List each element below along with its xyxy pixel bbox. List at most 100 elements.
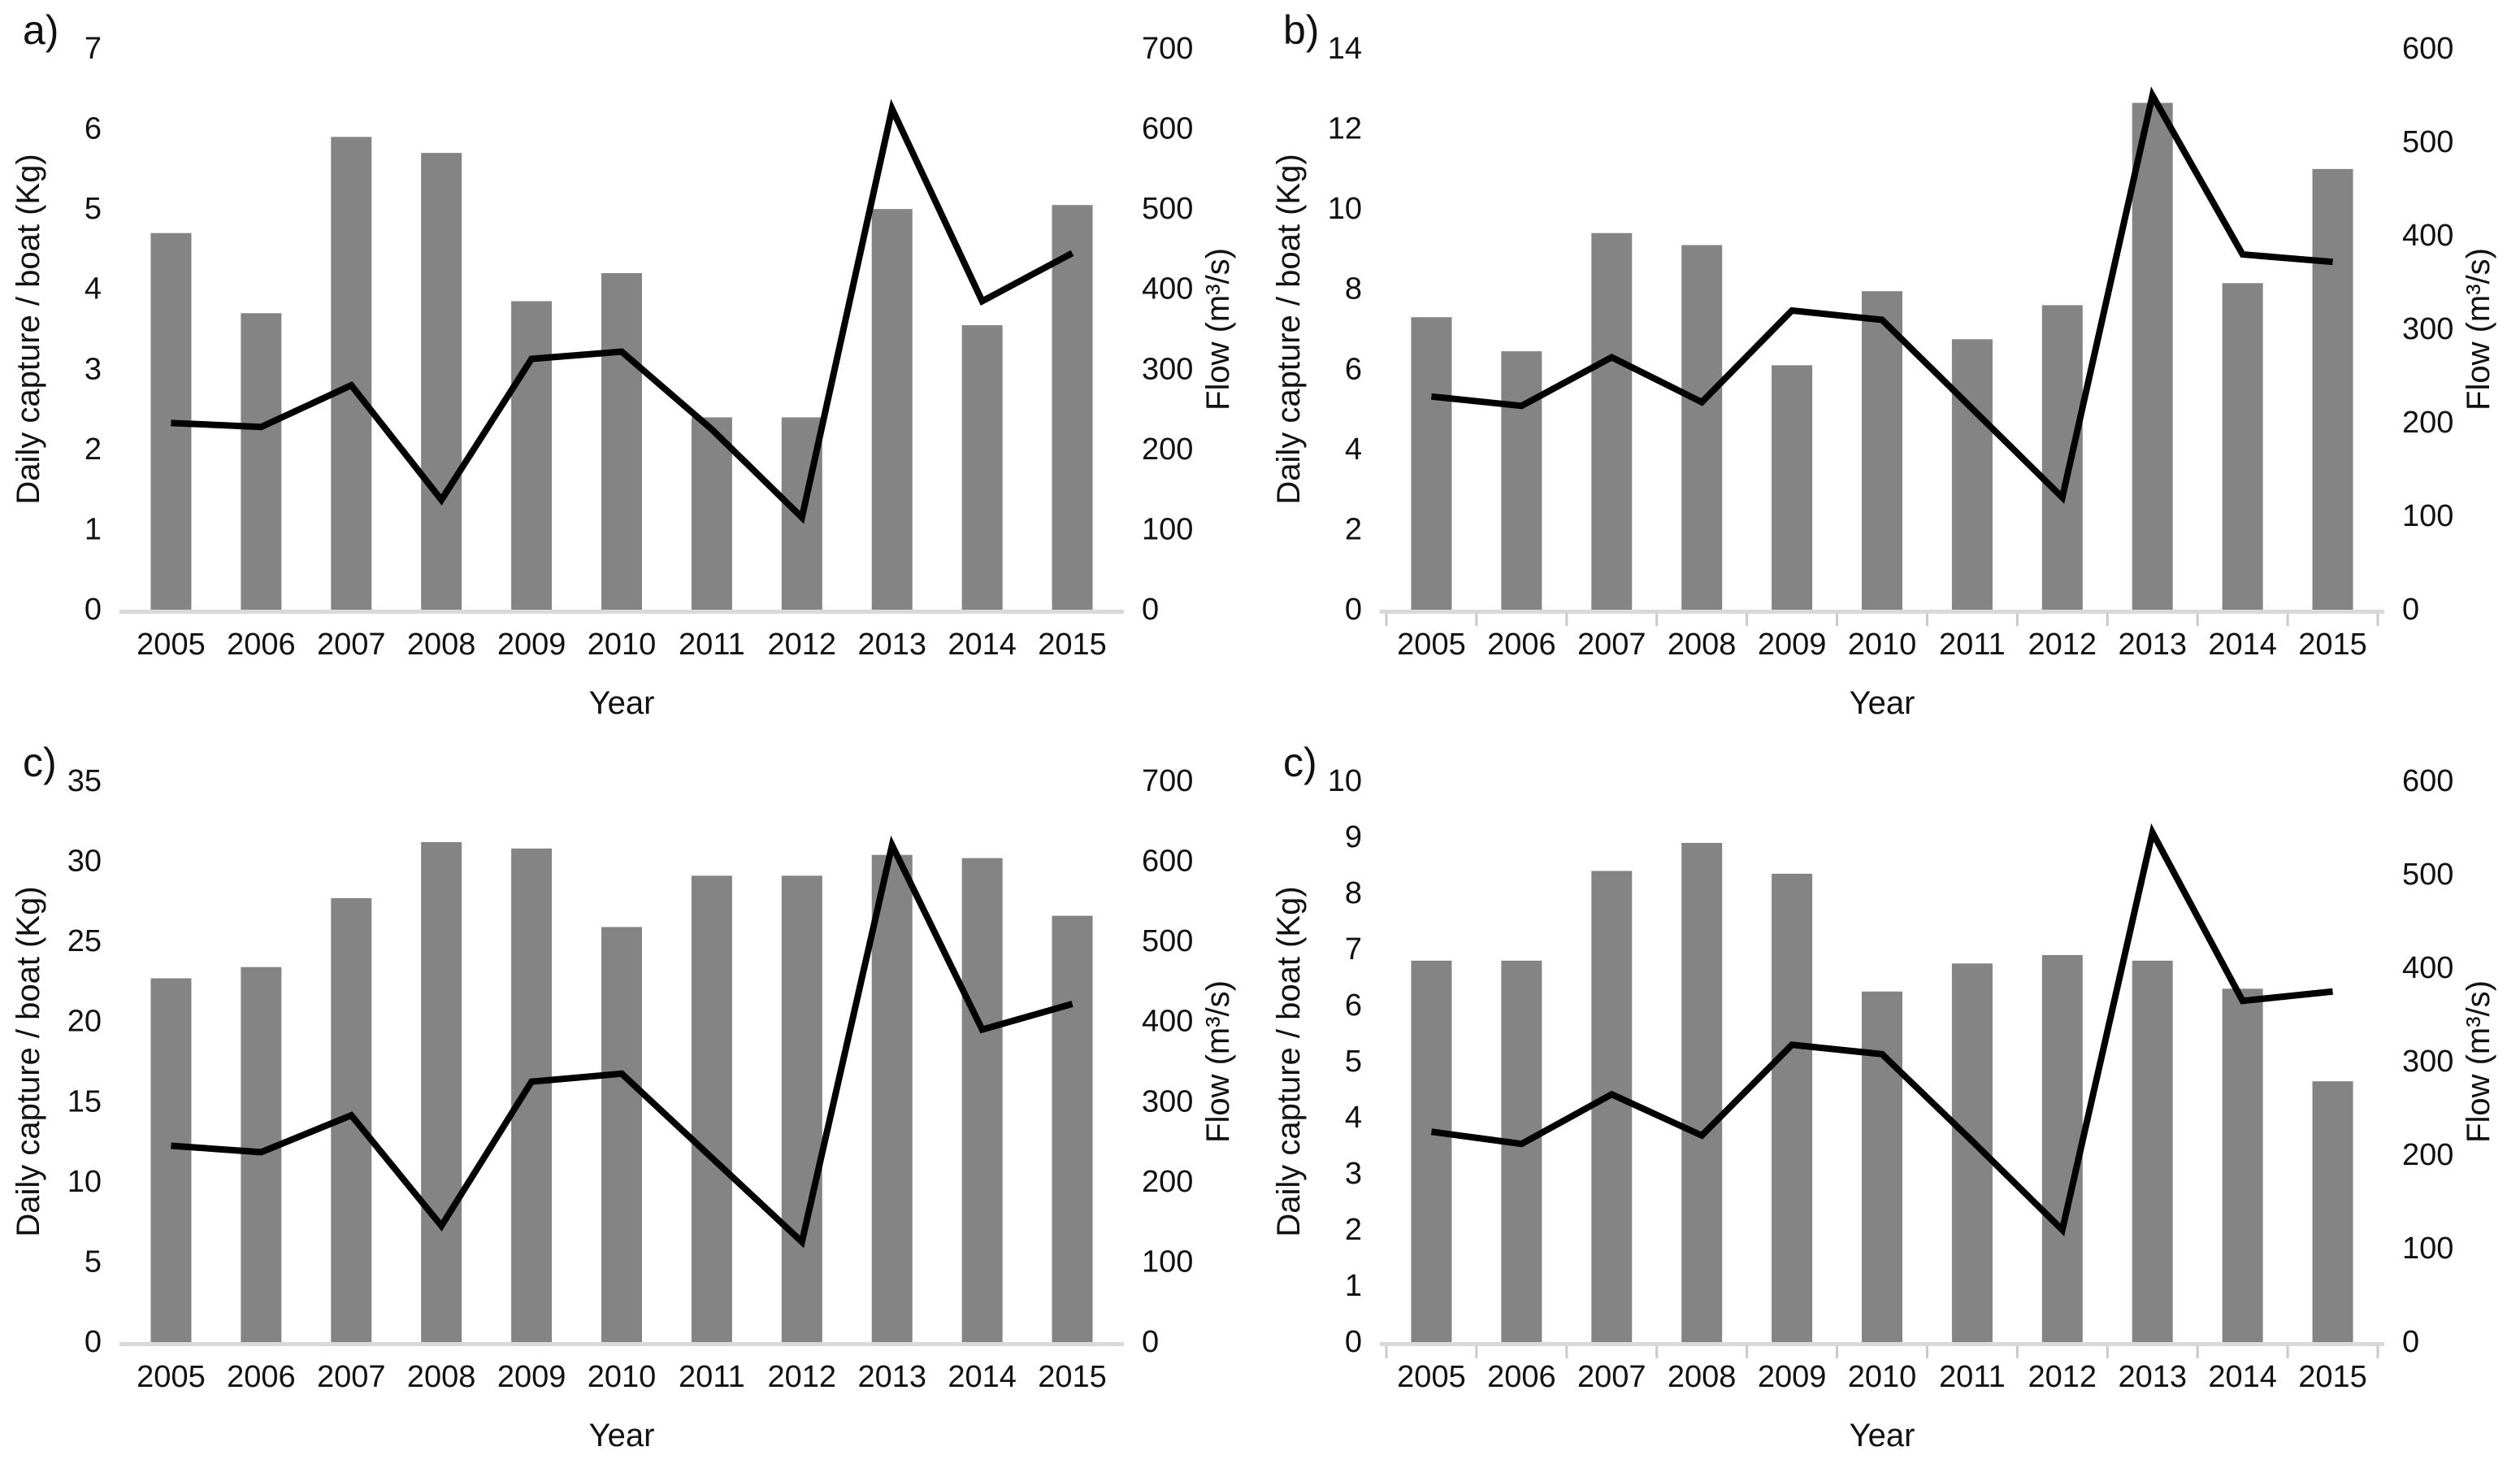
year-label: 2007	[317, 1360, 386, 1394]
year-label: 2009	[1758, 628, 1827, 662]
bar-2012	[781, 875, 822, 1342]
bar-2013	[2132, 960, 2173, 1342]
bar-2011	[691, 875, 732, 1342]
right-axis-tick-label: 200	[1142, 1165, 1193, 1199]
x-axis-title: Year	[589, 685, 655, 721]
chart-svg: 0 2 4 6 8 10 12 14 0 100 200 300 400 500 600 2005 2006 20…	[1271, 32, 2496, 721]
year-label: 2010	[1848, 1360, 1917, 1394]
bar-2011	[1951, 339, 1993, 610]
panel-label: c)	[23, 740, 57, 785]
right-axis-tick-label: 0	[2402, 1325, 2419, 1359]
bar-2010	[1862, 991, 1902, 1342]
left-axis-tick-label: 10	[1328, 764, 1362, 798]
left-axis-tick-label: 1	[1345, 1269, 1362, 1303]
year-label: 2012	[2028, 1360, 2097, 1394]
right-axis-tick-label: 100	[1142, 512, 1193, 546]
right-axis-tick-label: 400	[2402, 219, 2453, 253]
year-label: 2013	[2118, 1360, 2187, 1394]
chart-panel-b: b) 0 2 4 6 8 10 12 14 0 100 200 300 400 500 600 2005 200…	[1260, 0, 2520, 732]
left-axis-tick-label: 4	[1345, 1101, 1362, 1135]
bar-2014	[961, 325, 1003, 610]
left-axis-tick-label: 0	[1345, 1325, 1362, 1359]
bar-2011	[691, 417, 732, 610]
year-label: 2013	[2118, 628, 2187, 662]
bar-2013	[871, 209, 913, 610]
left-axis-tick-label: 10	[1328, 192, 1362, 226]
year-label: 2015	[2298, 628, 2367, 662]
left-axis-tick-label: 7	[85, 32, 102, 66]
year-label: 2010	[588, 628, 657, 662]
year-label: 2014	[948, 628, 1017, 662]
bar-2013	[2132, 102, 2173, 610]
x-axis-title: Year	[1850, 1418, 1915, 1453]
right-axis-tick-label: 400	[2402, 951, 2453, 985]
bar-2005	[150, 978, 192, 1342]
bar-2008	[1681, 842, 1723, 1342]
right-axis-title: Flow (m³/s)	[2461, 248, 2496, 411]
right-axis-tick-label: 500	[1142, 924, 1193, 958]
year-label: 2014	[948, 1360, 1017, 1394]
left-axis-tick-label: 5	[85, 192, 102, 226]
right-axis-tick-label: 0	[1142, 593, 1159, 627]
year-label: 2005	[1397, 628, 1466, 662]
x-axis-baseline	[1380, 1342, 2384, 1346]
year-label: 2011	[679, 628, 745, 662]
bar-2014	[2222, 283, 2263, 610]
left-axis-tick-label: 15	[67, 1084, 102, 1119]
year-label: 2014	[2208, 1360, 2277, 1394]
bar-2015	[1052, 915, 1093, 1342]
bar-2009	[1772, 365, 1813, 610]
left-axis-tick-label: 6	[1345, 352, 1362, 386]
right-axis-tick-label: 600	[2402, 764, 2453, 798]
right-axis-tick-label: 200	[2402, 1138, 2453, 1172]
left-axis-tick-label: 5	[85, 1245, 102, 1279]
chart-panel-c-right: c) 0 1 2 3 4 5 6 7 8 9 10 0 100 200 300 400 500 600 2005 20…	[1260, 732, 2520, 1464]
year-label: 2009	[497, 628, 566, 662]
left-axis-tick-label: 35	[67, 764, 102, 798]
left-axis-tick-label: 6	[1345, 988, 1362, 1023]
year-label: 2009	[497, 1360, 566, 1394]
year-label: 2011	[679, 1360, 745, 1394]
left-axis-tick-label: 2	[85, 432, 102, 467]
left-axis-tick-label: 7	[1345, 932, 1362, 967]
year-label: 2008	[407, 1360, 476, 1394]
year-label: 2011	[1939, 628, 2006, 662]
bar-2010	[601, 927, 642, 1342]
year-label: 2012	[2028, 628, 2097, 662]
year-label: 2010	[1848, 628, 1917, 662]
bar-2010	[601, 273, 642, 610]
left-axis-tick-label: 0	[1345, 593, 1362, 627]
bar-2005	[1411, 960, 1452, 1342]
left-axis-tick-label: 8	[1345, 876, 1362, 910]
flow-line	[171, 98, 1074, 524]
bar-2012	[2041, 954, 2083, 1342]
chart-canvas-c-right: 0 1 2 3 4 5 6 7 8 9 10 0 100 200 300 400 500 600 2005 2006 2…	[1260, 732, 2520, 1464]
right-axis-tick-label: 300	[2402, 1045, 2453, 1079]
right-axis-tick-label: 200	[2402, 406, 2453, 440]
panel-label: a)	[23, 7, 59, 53]
left-axis-tick-label: 12	[1328, 112, 1362, 146]
year-label: 2011	[1939, 1360, 2006, 1394]
bar-2008	[421, 841, 462, 1342]
year-label: 2006	[227, 1360, 296, 1394]
year-label: 2015	[1038, 1360, 1107, 1394]
left-axis-tick-label: 4	[85, 272, 102, 306]
right-axis-tick-label: 0	[1142, 1325, 1159, 1359]
x-axis-title: Year	[1850, 685, 1915, 721]
year-label: 2005	[137, 628, 206, 662]
bar-2009	[511, 848, 553, 1342]
chart-canvas-c-left: 0 5 10 15 20 25 30 35 0 100 200 300 400 500 600 700 2005…	[0, 732, 1260, 1464]
left-axis-tick-label: 20	[67, 1005, 102, 1039]
bar-2005	[1411, 317, 1452, 610]
bar-2007	[1591, 232, 1633, 610]
bar-2007	[1591, 871, 1633, 1342]
left-axis-title: Daily capture / boat (Kg)	[1271, 154, 1307, 504]
right-axis-title: Flow (m³/s)	[1200, 248, 1236, 411]
right-axis-tick-label: 500	[2402, 858, 2453, 892]
flow-line	[171, 835, 1073, 1249]
x-axis-title: Year	[589, 1418, 655, 1453]
bar-2008	[421, 153, 462, 610]
right-axis-tick-label: 100	[2402, 1232, 2453, 1266]
bar-2014	[2222, 988, 2263, 1342]
